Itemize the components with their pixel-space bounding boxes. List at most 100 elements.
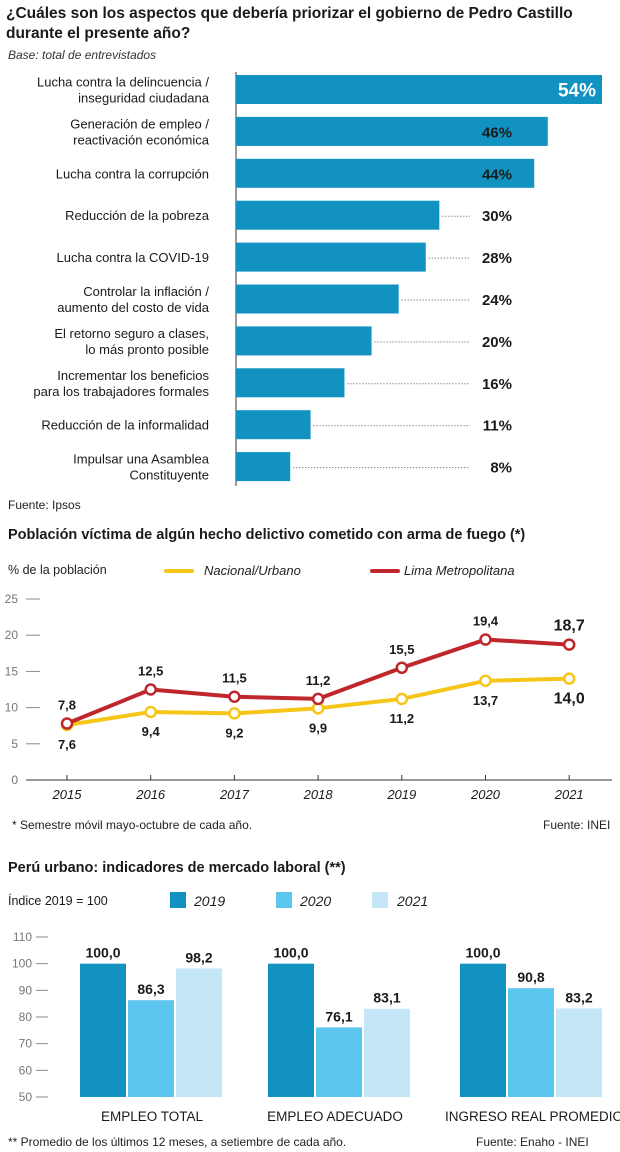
group-1-bar-2 [364,1008,410,1097]
bar-1 [236,116,548,146]
group-0-bar-2 [176,968,222,1097]
legend-label-2019: 2019 [194,893,226,909]
group-2-label-0: 100,0 [465,945,500,961]
ytick-label-3: 15 [5,664,19,678]
series-0-label-5: 13,7 [473,693,498,708]
group-2-bar-2 [556,1008,602,1097]
value-label-0: 54% [558,81,596,102]
category-label-1: EMPLEO ADECUADO [267,1109,403,1124]
ytick-label-0: 0 [11,773,18,787]
chart3-ylabel: Índice 2019 = 100 [8,894,108,908]
category-label-1-0: Generación de empleo / [70,116,209,131]
xtick-label-4: 2019 [386,787,416,802]
category-label-9-0: Impulsar una Asamblea [73,452,210,467]
xtick-label-6: 2021 [554,787,584,802]
legend-marker-nacional [164,569,194,573]
xtick-label-0: 2015 [52,787,83,802]
legend-swatch-2019 [170,892,186,908]
group-1-label-0: 100,0 [273,945,308,961]
xtick-label-1: 2016 [135,787,166,802]
bar-ytick-label-1: 60 [19,1063,33,1077]
ytick-label-4: 20 [5,628,19,642]
series-1-label-5: 19,4 [473,614,499,629]
bar-4 [236,242,426,272]
series-1-label-2: 11,5 [222,671,247,686]
value-label-7: 16% [482,376,512,393]
group-2-label-1: 90,8 [517,969,544,985]
bar-2 [236,158,535,188]
chart3-source: Fuente: Enaho - INEI [476,1135,589,1149]
series-0-label-3: 9,9 [309,720,327,735]
chart1-title: ¿Cuáles son los aspectos que debería pri… [6,5,573,42]
chart1-subtitle: Base: total de entrevistados [8,48,157,62]
series-0-label-6: 14,0 [554,691,585,708]
series-1-label-0: 7,8 [58,698,76,713]
legend-swatch-2020 [276,892,292,908]
legend-label-2021: 2021 [397,893,429,909]
category-label-5-1: aumento del costo de vida [57,300,210,315]
priorities-bar-chart: Lucha contra la delincuencia /insegurida… [33,72,602,486]
bar-5 [236,284,399,314]
series-1-label-4: 15,5 [389,642,414,657]
series-1-point-2 [228,690,241,703]
series-1-point-4 [395,661,409,675]
chart3-note: ** Promedio de los últimos 12 meses, a s… [8,1135,347,1149]
series-0-label-2: 9,2 [225,725,243,740]
ytick-label-2: 10 [5,701,19,715]
series-1-point-5 [479,633,492,646]
group-1-label-1: 76,1 [325,1008,352,1024]
group-0-bar-1 [128,1000,174,1097]
chart2-source: Fuente: INEI [543,818,611,832]
bar-ytick-label-4: 90 [19,983,33,997]
chart2-note: * Semestre móvil mayo-octubre de cada añ… [12,818,253,832]
category-label-2-0: Lucha contra la corrupción [56,166,209,181]
group-1-bar-0 [268,963,314,1097]
series-1-point-6 [562,638,576,651]
series-1-point-3 [311,692,325,706]
category-label-2: INGRESO REAL PROMEDIO [445,1109,620,1124]
series-0-point-1 [144,705,157,719]
series-1-point-1 [144,683,157,696]
bar-ytick-label-5: 100 [12,957,32,971]
series-0-label-1: 9,4 [142,724,161,739]
category-label-1-1: reactivación económica [73,132,210,147]
bar-ytick-label-6: 110 [13,930,32,944]
series-0-point-6 [562,672,576,685]
chart2-ylabel: % de la población [8,563,107,577]
group-2-bar-1 [508,988,554,1097]
bar-6 [236,326,372,356]
group-0-label-2: 98,2 [185,949,212,965]
series-0-label-0: 7,6 [58,737,76,752]
group-0-label-0: 100,0 [85,945,120,961]
category-label-3-0: Reducción de la pobreza [65,208,210,223]
ytick-label-1: 5 [11,737,18,751]
group-2-bar-0 [460,963,506,1097]
ytick-label-5: 25 [5,592,19,606]
category-label-7-1: para los trabajadores formales [33,384,209,399]
bar-8 [236,410,311,440]
bar-ytick-label-0: 50 [19,1090,33,1104]
group-2-label-2: 83,2 [565,989,592,1005]
value-label-8: 11% [483,418,512,435]
value-label-3: 30% [482,208,512,225]
legend-label-nacional: Nacional/Urbano [204,563,301,578]
bar-9 [236,452,291,482]
xtick-label-2: 2017 [219,787,250,802]
group-0-bar-0 [80,963,126,1097]
xtick-label-5: 2020 [470,787,501,802]
value-label-4: 28% [482,250,512,267]
value-label-6: 20% [482,334,512,351]
chart2-title: Población víctima de algún hecho delicti… [8,527,526,543]
firearm-victims-line-chart: 0 5 10 15 20 25 2015 2016 2017 2018 2019 2020 2021 7,… [5,592,612,802]
series-1-label-6: 18,7 [554,618,585,635]
bar-ytick-label-2: 70 [19,1037,33,1051]
group-1-bar-1 [316,1027,362,1097]
bar-3 [236,200,440,230]
bar-0 [236,75,602,104]
value-label-9: 8% [490,460,512,477]
legend-marker-lima [370,569,400,573]
group-1-label-2: 83,1 [373,990,400,1006]
category-label-6-0: El retorno seguro a clases, [54,326,209,341]
category-label-0-1: inseguridad ciudadana [78,91,210,106]
value-label-5: 24% [482,292,512,309]
